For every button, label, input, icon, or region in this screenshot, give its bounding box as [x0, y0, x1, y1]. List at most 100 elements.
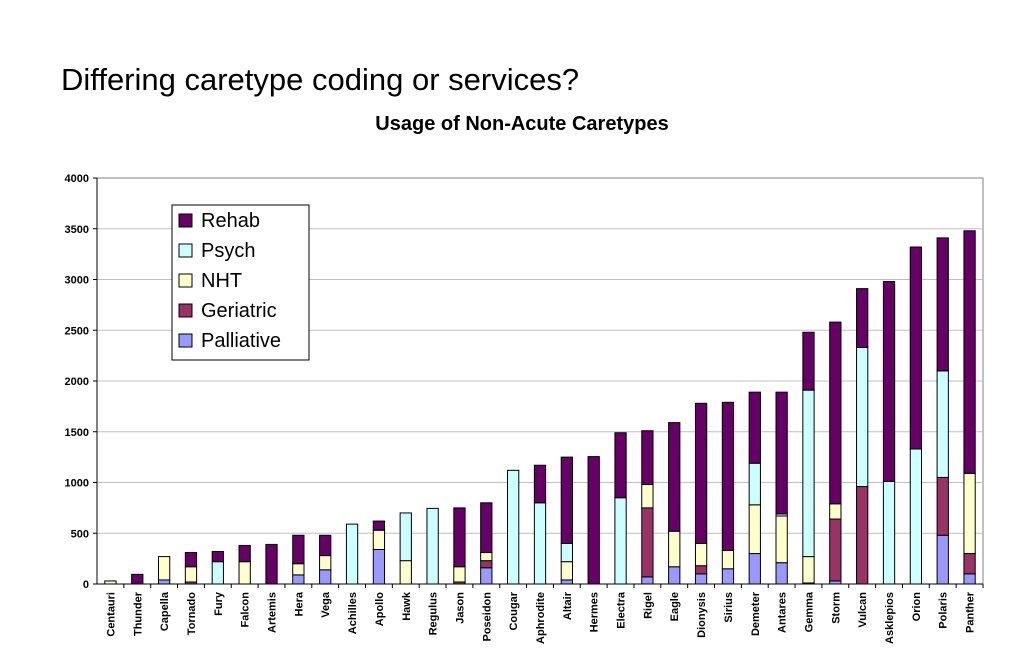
legend-swatch-psych	[178, 243, 193, 258]
x-category-label: Fury	[213, 591, 225, 616]
bar-rehab-vulcan	[856, 288, 869, 349]
x-category-label: Regulus	[428, 592, 440, 635]
bar-geriatric-vulcan	[856, 486, 869, 585]
x-category-label: Antares	[777, 592, 789, 633]
x-category-label: Vega	[320, 591, 332, 618]
bar-psych-fury	[211, 561, 224, 585]
bar-rehab-sirius	[721, 401, 735, 552]
legend-swatch-nht	[178, 273, 193, 288]
bar-nht-storm	[829, 503, 842, 520]
bar-palliative-antares	[775, 562, 788, 585]
legend-swatch-geriatric	[178, 303, 193, 318]
y-tick-label: 3500	[65, 224, 89, 236]
bars	[104, 230, 976, 585]
x-category-label: Falcon	[240, 592, 252, 628]
bar-rehab-thunder	[131, 573, 144, 585]
bar-psych-hawk	[399, 512, 412, 562]
x-category-label: Asklepios	[884, 592, 896, 644]
bar-psych-gemma	[802, 389, 815, 558]
bar-rehab-hermes	[587, 456, 600, 585]
bar-psych-orion	[909, 448, 923, 585]
bar-geriatric-poseidon	[480, 560, 493, 569]
legend-swatch-rehab	[178, 213, 193, 228]
x-category-label: Apollo	[374, 592, 386, 626]
axes: 0 500 1000 1500 2000 2500 3000 3500 4000 Centauri…	[65, 173, 984, 644]
x-category-label: Aphrodite	[535, 592, 547, 644]
x-category-label: Electra	[616, 591, 628, 629]
bar-nht-poseidon	[480, 552, 493, 562]
bar-rehab-eagle	[668, 422, 681, 532]
bar-rehab-falcon	[238, 544, 251, 563]
bar-nht-eagle	[668, 530, 681, 568]
bar-psych-electra	[614, 497, 627, 585]
bar-rehab-aphrodite	[533, 464, 547, 504]
x-category-label: Poseidon	[481, 592, 493, 642]
y-tick-label: 3000	[65, 275, 89, 287]
bar-rehab-orion	[909, 246, 923, 450]
bar-rehab-vega	[319, 534, 332, 557]
x-category-label: Storm	[830, 592, 842, 624]
bar-geriatric-dionysis	[694, 565, 708, 575]
legend-label-nht: NHT	[201, 270, 242, 292]
bar-psych-vulcan	[856, 347, 869, 488]
chart-title: Usage of Non-Acute Caretypes	[375, 113, 669, 135]
bar-rehab-jason	[453, 507, 466, 568]
bar-geriatric-polaris	[936, 476, 949, 536]
bar-nht-hawk	[399, 560, 412, 585]
bar-palliative-rigel	[641, 576, 654, 585]
bar-nht-dionysis	[694, 542, 708, 567]
y-tick-label: 4000	[65, 173, 89, 185]
x-category-label: Demeter	[750, 591, 762, 636]
bar-palliative-hera	[292, 574, 305, 585]
y-tick-label: 500	[71, 528, 89, 540]
x-category-label: Achilles	[347, 592, 359, 634]
y-tick-label: 0	[83, 579, 89, 591]
bar-psych-asklepios	[882, 480, 896, 585]
bar-palliative-panther	[963, 573, 976, 585]
bar-nht-rigel	[641, 484, 654, 509]
bar-rehab-dionysis	[694, 402, 708, 544]
bar-palliative-demeter	[748, 553, 761, 585]
bar-palliative-vega	[319, 569, 332, 585]
bar-nht-gemma	[802, 556, 815, 584]
legend-swatch-palliative	[178, 333, 193, 348]
slide-title: Differing caretype coding or services?	[61, 62, 580, 97]
x-category-label: Artemis	[267, 592, 279, 633]
bar-rehab-asklepios	[882, 281, 896, 482]
bar-rehab-rigel	[641, 430, 654, 486]
bar-rehab-storm	[829, 321, 842, 505]
bar-psych-altair	[560, 542, 573, 563]
x-category-label: Vulcan	[857, 592, 869, 628]
legend-label-palliative: Palliative	[201, 330, 281, 352]
bar-psych-cougar	[507, 469, 520, 585]
bar-rehab-artemis	[265, 543, 278, 585]
x-category-label: Gemma	[803, 591, 815, 632]
bar-rehab-fury	[211, 551, 224, 563]
legend-label-psych: Psych	[201, 240, 255, 262]
y-tick-label: 1000	[65, 478, 89, 490]
legend-box	[171, 204, 310, 361]
x-category-label: Panther	[965, 591, 977, 633]
y-tick-label: 1500	[65, 427, 89, 439]
bar-rehab-demeter	[748, 391, 761, 464]
x-category-label: Rigel	[642, 592, 654, 619]
bar-nht-falcon	[238, 561, 251, 585]
bar-palliative-altair	[560, 579, 573, 585]
bar-nht-altair	[560, 561, 573, 581]
bar-palliative-poseidon	[480, 567, 493, 585]
bar-nht-tornado	[184, 566, 198, 583]
x-category-label: Dionysis	[696, 592, 708, 638]
bar-psych-polaris	[936, 370, 949, 478]
legend-label-geriatric: Geriatric	[201, 300, 277, 322]
x-category-label: Jason	[454, 592, 466, 624]
bar-psych-demeter	[748, 462, 761, 506]
bar-rehab-antares	[775, 391, 788, 515]
bar-palliative-capella	[157, 579, 171, 585]
bar-geriatric-storm	[829, 518, 842, 582]
x-category-label: Thunder	[132, 591, 144, 636]
x-category-label: Polaris	[938, 592, 950, 629]
x-category-label: Hera	[293, 591, 305, 616]
bar-rehab-polaris	[936, 237, 949, 372]
x-category-label: Tornado	[186, 592, 198, 635]
